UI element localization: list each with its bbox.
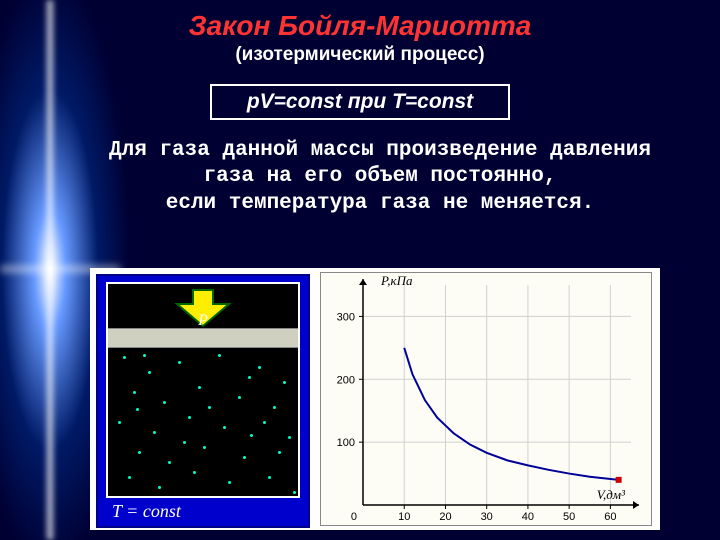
desc-line-2: газа на его объем постоянно, xyxy=(204,165,557,188)
svg-text:10: 10 xyxy=(398,511,410,523)
gas-particle xyxy=(183,441,186,444)
svg-text:0: 0 xyxy=(351,511,357,523)
gas-particle xyxy=(153,431,156,434)
gas-particle xyxy=(163,401,166,404)
gas-particle xyxy=(178,361,181,364)
formula-box: pV=const при T=const xyxy=(210,84,510,120)
svg-text:300: 300 xyxy=(337,311,355,323)
gas-particle xyxy=(218,354,221,357)
gas-particle xyxy=(248,376,251,379)
gas-particle xyxy=(188,416,191,419)
svg-text:60: 60 xyxy=(604,511,616,523)
pv-chart: 10 20 30 40 50 60 100 200 300 0 P,кПа V,дм³ xyxy=(320,272,652,526)
svg-text:V,дм³: V,дм³ xyxy=(597,487,626,502)
gas-particles-region xyxy=(108,346,298,496)
piston xyxy=(108,328,298,348)
gas-particle xyxy=(283,381,286,384)
description-text: Для газа данной массы произведение давле… xyxy=(80,138,680,217)
gas-particle xyxy=(293,491,296,494)
figure-area: P T = const 10 20 30 40 50 60 100 200 300 0 P,кПа V… xyxy=(90,268,660,530)
desc-line-1: Для газа данной массы произведение давле… xyxy=(109,139,651,162)
gas-particle xyxy=(136,408,139,411)
gas-particle xyxy=(148,371,151,374)
gas-particle xyxy=(118,421,121,424)
gas-particle xyxy=(228,481,231,484)
gas-particle xyxy=(128,476,131,479)
svg-text:50: 50 xyxy=(563,511,575,523)
svg-text:20: 20 xyxy=(439,511,451,523)
gas-particle xyxy=(208,406,211,409)
desc-line-3: если температура газа не меняется. xyxy=(166,192,594,215)
gas-particle xyxy=(223,426,226,429)
gas-particle xyxy=(273,406,276,409)
temperature-label: T = const xyxy=(112,501,181,522)
gas-particle xyxy=(278,451,281,454)
gas-particle xyxy=(193,471,196,474)
gas-simulation: P T = const xyxy=(96,274,310,528)
svg-text:P,кПа: P,кПа xyxy=(380,273,413,288)
gas-particle xyxy=(258,366,261,369)
gas-particle xyxy=(138,451,141,454)
svg-text:200: 200 xyxy=(337,374,355,386)
gas-particle xyxy=(158,486,161,489)
gas-particle xyxy=(263,421,266,424)
gas-particle xyxy=(288,436,291,439)
gas-particle xyxy=(168,461,171,464)
svg-text:40: 40 xyxy=(522,511,534,523)
gas-particle xyxy=(238,396,241,399)
svg-text:100: 100 xyxy=(337,437,355,449)
chart-svg: 10 20 30 40 50 60 100 200 300 0 P,кПа V,дм³ xyxy=(321,273,651,525)
sim-container: P xyxy=(106,282,300,498)
gas-particle xyxy=(268,476,271,479)
gas-particle xyxy=(198,386,201,389)
gas-particle xyxy=(243,456,246,459)
gas-particle xyxy=(143,354,146,357)
svg-text:30: 30 xyxy=(481,511,493,523)
gas-particle xyxy=(203,446,206,449)
gas-particle xyxy=(133,391,136,394)
page-title: Закон Бойля-Мариотта xyxy=(0,0,720,42)
gas-particle xyxy=(250,434,253,437)
page-subtitle: (изотермический процесс) xyxy=(0,44,720,66)
gas-particle xyxy=(123,356,126,359)
